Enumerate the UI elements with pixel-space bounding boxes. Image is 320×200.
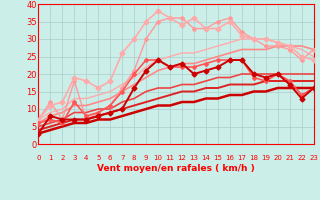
X-axis label: Vent moyen/en rafales ( km/h ): Vent moyen/en rafales ( km/h ) [97, 164, 255, 173]
